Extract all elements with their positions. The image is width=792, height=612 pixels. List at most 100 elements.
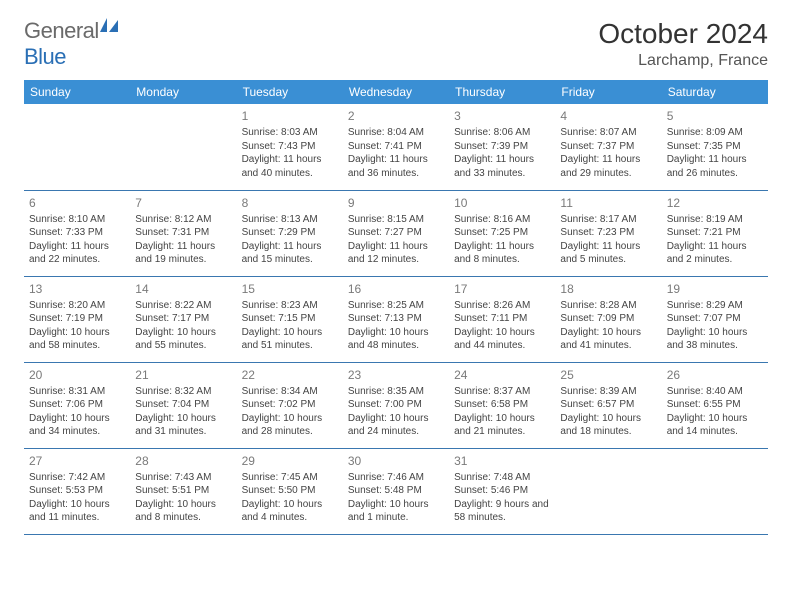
daylight-text: Daylight: 11 hours and 15 minutes. — [242, 240, 338, 267]
daylight-text: Daylight: 11 hours and 19 minutes. — [135, 240, 231, 267]
day-number: 10 — [454, 195, 550, 211]
sunset-text: Sunset: 7:04 PM — [135, 398, 231, 412]
calendar-cell: 1Sunrise: 8:03 AMSunset: 7:43 PMDaylight… — [237, 104, 343, 190]
day-number: 11 — [560, 195, 656, 211]
title-block: October 2024 Larchamp, France — [598, 18, 768, 70]
daylight-text: Daylight: 11 hours and 33 minutes. — [454, 153, 550, 180]
daylight-text: Daylight: 10 hours and 1 minute. — [348, 498, 444, 525]
day-number: 19 — [667, 281, 763, 297]
sunrise-text: Sunrise: 8:32 AM — [135, 385, 231, 399]
calendar-row: 13Sunrise: 8:20 AMSunset: 7:19 PMDayligh… — [24, 276, 768, 362]
daylight-text: Daylight: 10 hours and 55 minutes. — [135, 326, 231, 353]
calendar-cell: 16Sunrise: 8:25 AMSunset: 7:13 PMDayligh… — [343, 276, 449, 362]
logo-text-general: General — [24, 18, 99, 43]
calendar-cell: 23Sunrise: 8:35 AMSunset: 7:00 PMDayligh… — [343, 362, 449, 448]
weekday-header: Monday — [130, 80, 236, 104]
calendar-row: 27Sunrise: 7:42 AMSunset: 5:53 PMDayligh… — [24, 448, 768, 534]
calendar-cell: 28Sunrise: 7:43 AMSunset: 5:51 PMDayligh… — [130, 448, 236, 534]
day-number: 24 — [454, 367, 550, 383]
sunrise-text: Sunrise: 8:19 AM — [667, 213, 763, 227]
calendar-cell: 13Sunrise: 8:20 AMSunset: 7:19 PMDayligh… — [24, 276, 130, 362]
sunset-text: Sunset: 7:09 PM — [560, 312, 656, 326]
sunset-text: Sunset: 7:07 PM — [667, 312, 763, 326]
day-number: 22 — [242, 367, 338, 383]
daylight-text: Daylight: 10 hours and 41 minutes. — [560, 326, 656, 353]
sunset-text: Sunset: 7:23 PM — [560, 226, 656, 240]
sunset-text: Sunset: 7:33 PM — [29, 226, 125, 240]
sunset-text: Sunset: 7:37 PM — [560, 140, 656, 154]
day-number: 23 — [348, 367, 444, 383]
calendar-cell: 11 Sunrise: 8:17 AMSunset: 7:23 PMDayligh… — [555, 190, 661, 276]
calendar-cell: 5Sunrise: 8:09 AMSunset: 7:35 PMDaylight… — [662, 104, 768, 190]
day-number: 13 — [29, 281, 125, 297]
daylight-text: Daylight: 10 hours and 38 minutes. — [667, 326, 763, 353]
daylight-text: Daylight: 11 hours and 12 minutes. — [348, 240, 444, 267]
day-number: 17 — [454, 281, 550, 297]
sunset-text: Sunset: 7:27 PM — [348, 226, 444, 240]
sunset-text: Sunset: 7:29 PM — [242, 226, 338, 240]
sunset-text: Sunset: 5:53 PM — [29, 484, 125, 498]
day-number: 25 — [560, 367, 656, 383]
calendar-cell: 6Sunrise: 8:10 AMSunset: 7:33 PMDaylight… — [24, 190, 130, 276]
sunset-text: Sunset: 7:39 PM — [454, 140, 550, 154]
calendar-cell-empty — [24, 104, 130, 190]
day-number: 6 — [29, 195, 125, 211]
sunrise-text: Sunrise: 8:20 AM — [29, 299, 125, 313]
calendar-cell: 17Sunrise: 8:26 AMSunset: 7:11 PMDayligh… — [449, 276, 555, 362]
sunrise-text: Sunrise: 8:17 AM — [560, 213, 656, 227]
day-number: 14 — [135, 281, 231, 297]
sunset-text: Sunset: 7:15 PM — [242, 312, 338, 326]
day-number: 16 — [348, 281, 444, 297]
sunrise-text: Sunrise: 8:37 AM — [454, 385, 550, 399]
sunset-text: Sunset: 5:50 PM — [242, 484, 338, 498]
daylight-text: Daylight: 11 hours and 5 minutes. — [560, 240, 656, 267]
sunrise-text: Sunrise: 8:40 AM — [667, 385, 763, 399]
calendar-cell: 30Sunrise: 7:46 AMSunset: 5:48 PMDayligh… — [343, 448, 449, 534]
sunrise-text: Sunrise: 8:04 AM — [348, 126, 444, 140]
sunset-text: Sunset: 7:31 PM — [135, 226, 231, 240]
sunrise-text: Sunrise: 8:34 AM — [242, 385, 338, 399]
calendar-cell-empty — [662, 448, 768, 534]
calendar-cell: 22Sunrise: 8:34 AMSunset: 7:02 PMDayligh… — [237, 362, 343, 448]
daylight-text: Daylight: 10 hours and 48 minutes. — [348, 326, 444, 353]
sunset-text: Sunset: 7:41 PM — [348, 140, 444, 154]
sunset-text: Sunset: 5:46 PM — [454, 484, 550, 498]
sunrise-text: Sunrise: 8:22 AM — [135, 299, 231, 313]
sunrise-text: Sunrise: 8:06 AM — [454, 126, 550, 140]
sunset-text: Sunset: 7:43 PM — [242, 140, 338, 154]
sunrise-text: Sunrise: 8:25 AM — [348, 299, 444, 313]
month-title: October 2024 — [598, 18, 768, 50]
calendar-cell: 20Sunrise: 8:31 AMSunset: 7:06 PMDayligh… — [24, 362, 130, 448]
weekday-header: Sunday — [24, 80, 130, 104]
sunrise-text: Sunrise: 7:45 AM — [242, 471, 338, 485]
weekday-header: Wednesday — [343, 80, 449, 104]
daylight-text: Daylight: 10 hours and 14 minutes. — [667, 412, 763, 439]
sunrise-text: Sunrise: 8:26 AM — [454, 299, 550, 313]
sunset-text: Sunset: 7:25 PM — [454, 226, 550, 240]
calendar-row: 20Sunrise: 8:31 AMSunset: 7:06 PMDayligh… — [24, 362, 768, 448]
sunset-text: Sunset: 6:55 PM — [667, 398, 763, 412]
calendar-table: Sunday Monday Tuesday Wednesday Thursday… — [24, 80, 768, 535]
daylight-text: Daylight: 10 hours and 34 minutes. — [29, 412, 125, 439]
sunrise-text: Sunrise: 8:10 AM — [29, 213, 125, 227]
weekday-header: Saturday — [662, 80, 768, 104]
sunset-text: Sunset: 7:11 PM — [454, 312, 550, 326]
day-number: 26 — [667, 367, 763, 383]
calendar-cell: 15Sunrise: 8:23 AMSunset: 7:15 PMDayligh… — [237, 276, 343, 362]
logo: General Blue — [24, 18, 118, 70]
sunrise-text: Sunrise: 8:13 AM — [242, 213, 338, 227]
calendar-cell-empty — [555, 448, 661, 534]
sunrise-text: Sunrise: 7:43 AM — [135, 471, 231, 485]
sunrise-text: Sunrise: 8:12 AM — [135, 213, 231, 227]
daylight-text: Daylight: 11 hours and 26 minutes. — [667, 153, 763, 180]
calendar-cell: 27Sunrise: 7:42 AMSunset: 5:53 PMDayligh… — [24, 448, 130, 534]
daylight-text: Daylight: 11 hours and 2 minutes. — [667, 240, 763, 267]
calendar-body: 1Sunrise: 8:03 AMSunset: 7:43 PMDaylight… — [24, 104, 768, 534]
day-number: 27 — [29, 453, 125, 469]
day-number: 31 — [454, 453, 550, 469]
daylight-text: Daylight: 10 hours and 51 minutes. — [242, 326, 338, 353]
sunrise-text: Sunrise: 8:23 AM — [242, 299, 338, 313]
sunset-text: Sunset: 6:57 PM — [560, 398, 656, 412]
daylight-text: Daylight: 10 hours and 31 minutes. — [135, 412, 231, 439]
daylight-text: Daylight: 11 hours and 8 minutes. — [454, 240, 550, 267]
